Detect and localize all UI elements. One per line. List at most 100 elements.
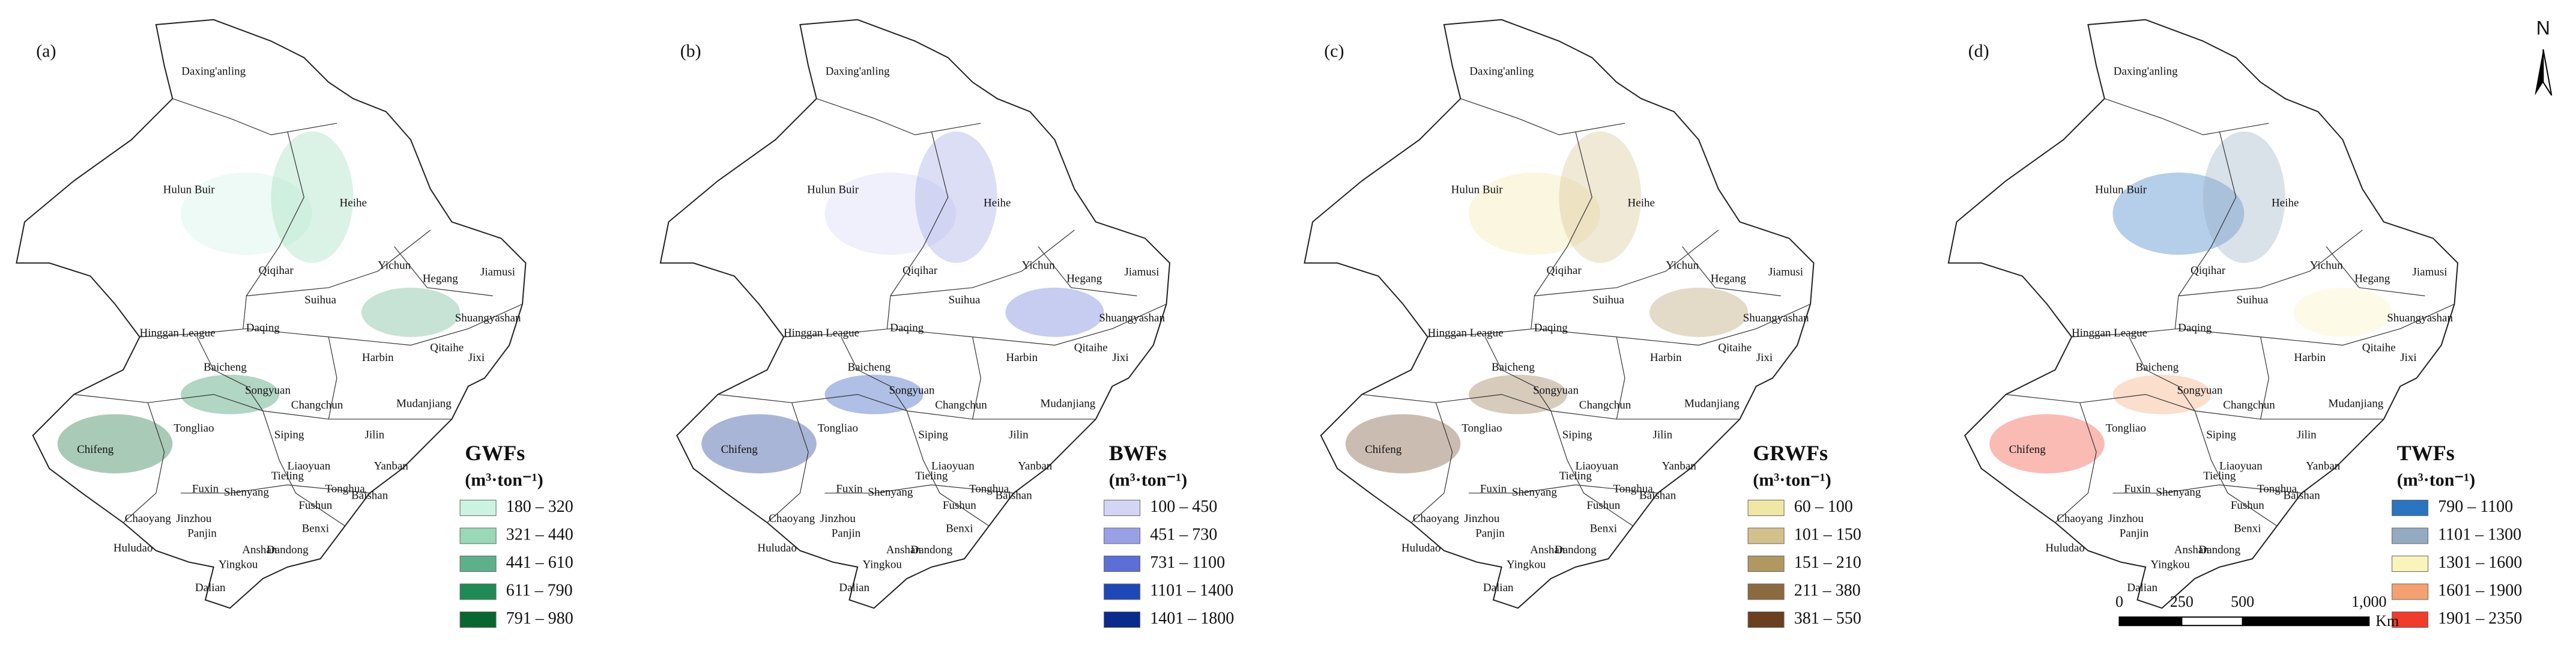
region-outline	[659, 19, 1171, 609]
city-label: Dandong	[910, 544, 952, 556]
city-label: Mudanjiang	[1684, 397, 1740, 410]
shaded-area	[1345, 414, 1461, 473]
city-label: Yingkou	[2150, 559, 2190, 571]
city-label: Chaoyang	[2057, 512, 2103, 525]
city-label: Dalian	[195, 582, 226, 594]
city-label: Suihua	[949, 294, 981, 306]
city-label: Liaoyuan	[2219, 460, 2263, 472]
legend-label: 381 – 550	[1794, 609, 1861, 628]
panel-label: (a)	[36, 41, 56, 61]
city-label: Baicheng	[2135, 361, 2178, 374]
legend-label: 441 – 610	[506, 553, 573, 572]
shaded-area	[361, 287, 461, 337]
city-label: Mudanjiang	[1040, 397, 1095, 410]
city-label: Tieling	[1559, 470, 1592, 482]
scale-bar-label: 1,000	[2351, 593, 2387, 610]
city-label: Shenyang	[2156, 486, 2201, 499]
scale-bar-label: 0	[2115, 593, 2123, 610]
map-panel: (d) Daxing'anling Hulun Buir Heihe Qiqihar Yi…	[1947, 19, 2522, 628]
city-label: Anshan	[1530, 544, 1565, 556]
city-label: Anshan	[242, 544, 277, 556]
city-label: Songyuan	[889, 384, 935, 397]
legend-swatch	[1104, 555, 1141, 572]
legend-swatch	[1747, 611, 1785, 628]
legend-swatch	[1747, 527, 1785, 544]
boundary-line	[1616, 336, 1625, 419]
boundary-line	[2194, 410, 2278, 526]
city-label: Harbin	[1006, 351, 1038, 364]
boundary-line	[122, 402, 165, 523]
city-label: Chifeng	[2009, 443, 2046, 456]
city-label: Harbin	[362, 351, 394, 364]
region-outline	[16, 19, 527, 609]
city-label: Qiqihar	[903, 264, 938, 277]
boundary-line	[243, 131, 304, 329]
city-label: Panjin	[2120, 527, 2149, 540]
boundary-line	[2129, 336, 2195, 412]
city-label: Tieling	[2203, 470, 2236, 482]
legend-swatch	[1104, 611, 1141, 628]
scale-bar-label: 250	[2170, 593, 2194, 610]
shaded-area	[271, 131, 354, 263]
city-label: Yichun	[2310, 260, 2343, 272]
city-label: Dandong	[267, 544, 309, 556]
city-label: Jiamusi	[2412, 266, 2447, 279]
city-label: Qitaihe	[2362, 341, 2396, 354]
boundary-line	[2174, 131, 2237, 329]
city-label: Panjin	[832, 527, 861, 540]
region-outline	[1947, 19, 2459, 609]
city-label: Daxing'anling	[826, 65, 890, 78]
city-label: Shenyang	[1512, 486, 1557, 499]
city-label: Panjin	[187, 527, 217, 540]
city-label: Anshan	[886, 544, 922, 556]
city-label: Heihe	[340, 197, 367, 210]
city-label: Harbin	[1650, 351, 1682, 364]
boundary-line	[1460, 98, 1625, 136]
boundary-line	[2326, 246, 2425, 297]
scale-bar-segment	[2242, 616, 2370, 627]
shaded-area	[1989, 414, 2105, 473]
city-label: Qitaihe	[1718, 341, 1752, 354]
city-label: Yingkou	[1507, 559, 1546, 571]
legend-label: 151 – 210	[1794, 553, 1861, 572]
city-label: Qitaihe	[430, 341, 464, 354]
boundary-line	[2112, 484, 2302, 494]
city-label: Dandong	[2198, 544, 2240, 556]
legend-swatch	[2392, 583, 2429, 600]
city-label: Huludao	[757, 542, 796, 554]
boundary-line	[1469, 484, 1658, 494]
legend-swatch	[1104, 527, 1141, 544]
legend-swatch	[2392, 611, 2429, 628]
city-label: Yichun	[1022, 260, 1055, 272]
city-label: Fushun	[943, 499, 976, 512]
legend-unit: (m³·ton⁻¹)	[465, 470, 543, 490]
city-label: Yanban	[2306, 460, 2341, 472]
shaded-area	[2112, 172, 2245, 255]
legend-swatch	[2392, 527, 2429, 544]
city-label: Jixi	[468, 351, 485, 364]
city-label: Daqing	[2178, 322, 2212, 335]
legend-label: 790 – 1100	[2438, 497, 2513, 516]
city-label: Jilin	[1009, 428, 1029, 441]
city-label: Shuangyashan	[2387, 312, 2453, 324]
legend-swatch	[2392, 499, 2429, 516]
legend-title: GWFs	[465, 441, 525, 465]
city-label: Jilin	[364, 428, 384, 441]
city-label: Chaoyang	[125, 512, 172, 525]
city-label: Fuxin	[836, 483, 863, 496]
city-label: Benxi	[302, 522, 329, 535]
city-label: Baishan	[2283, 490, 2320, 502]
scale-bar-unit: Km	[2375, 612, 2399, 630]
map-panel: (c) Daxing'anling Hulun Buir Heihe Qiqihar Yi…	[1304, 19, 1861, 628]
city-label: Jinzhou	[2108, 512, 2144, 525]
city-label: Songyuan	[245, 384, 291, 397]
city-label: Daxing'anling	[2114, 65, 2178, 78]
city-label: Hinggan League	[1427, 327, 1503, 339]
boundary-line	[2072, 303, 2455, 346]
boundary-line	[196, 336, 264, 412]
city-label: Panjin	[1475, 527, 1505, 540]
shaded-area	[1649, 287, 1749, 337]
city-label: Tongliao	[2106, 422, 2146, 434]
legend-label: 451 – 730	[1150, 525, 1217, 544]
shaded-area	[915, 131, 997, 263]
